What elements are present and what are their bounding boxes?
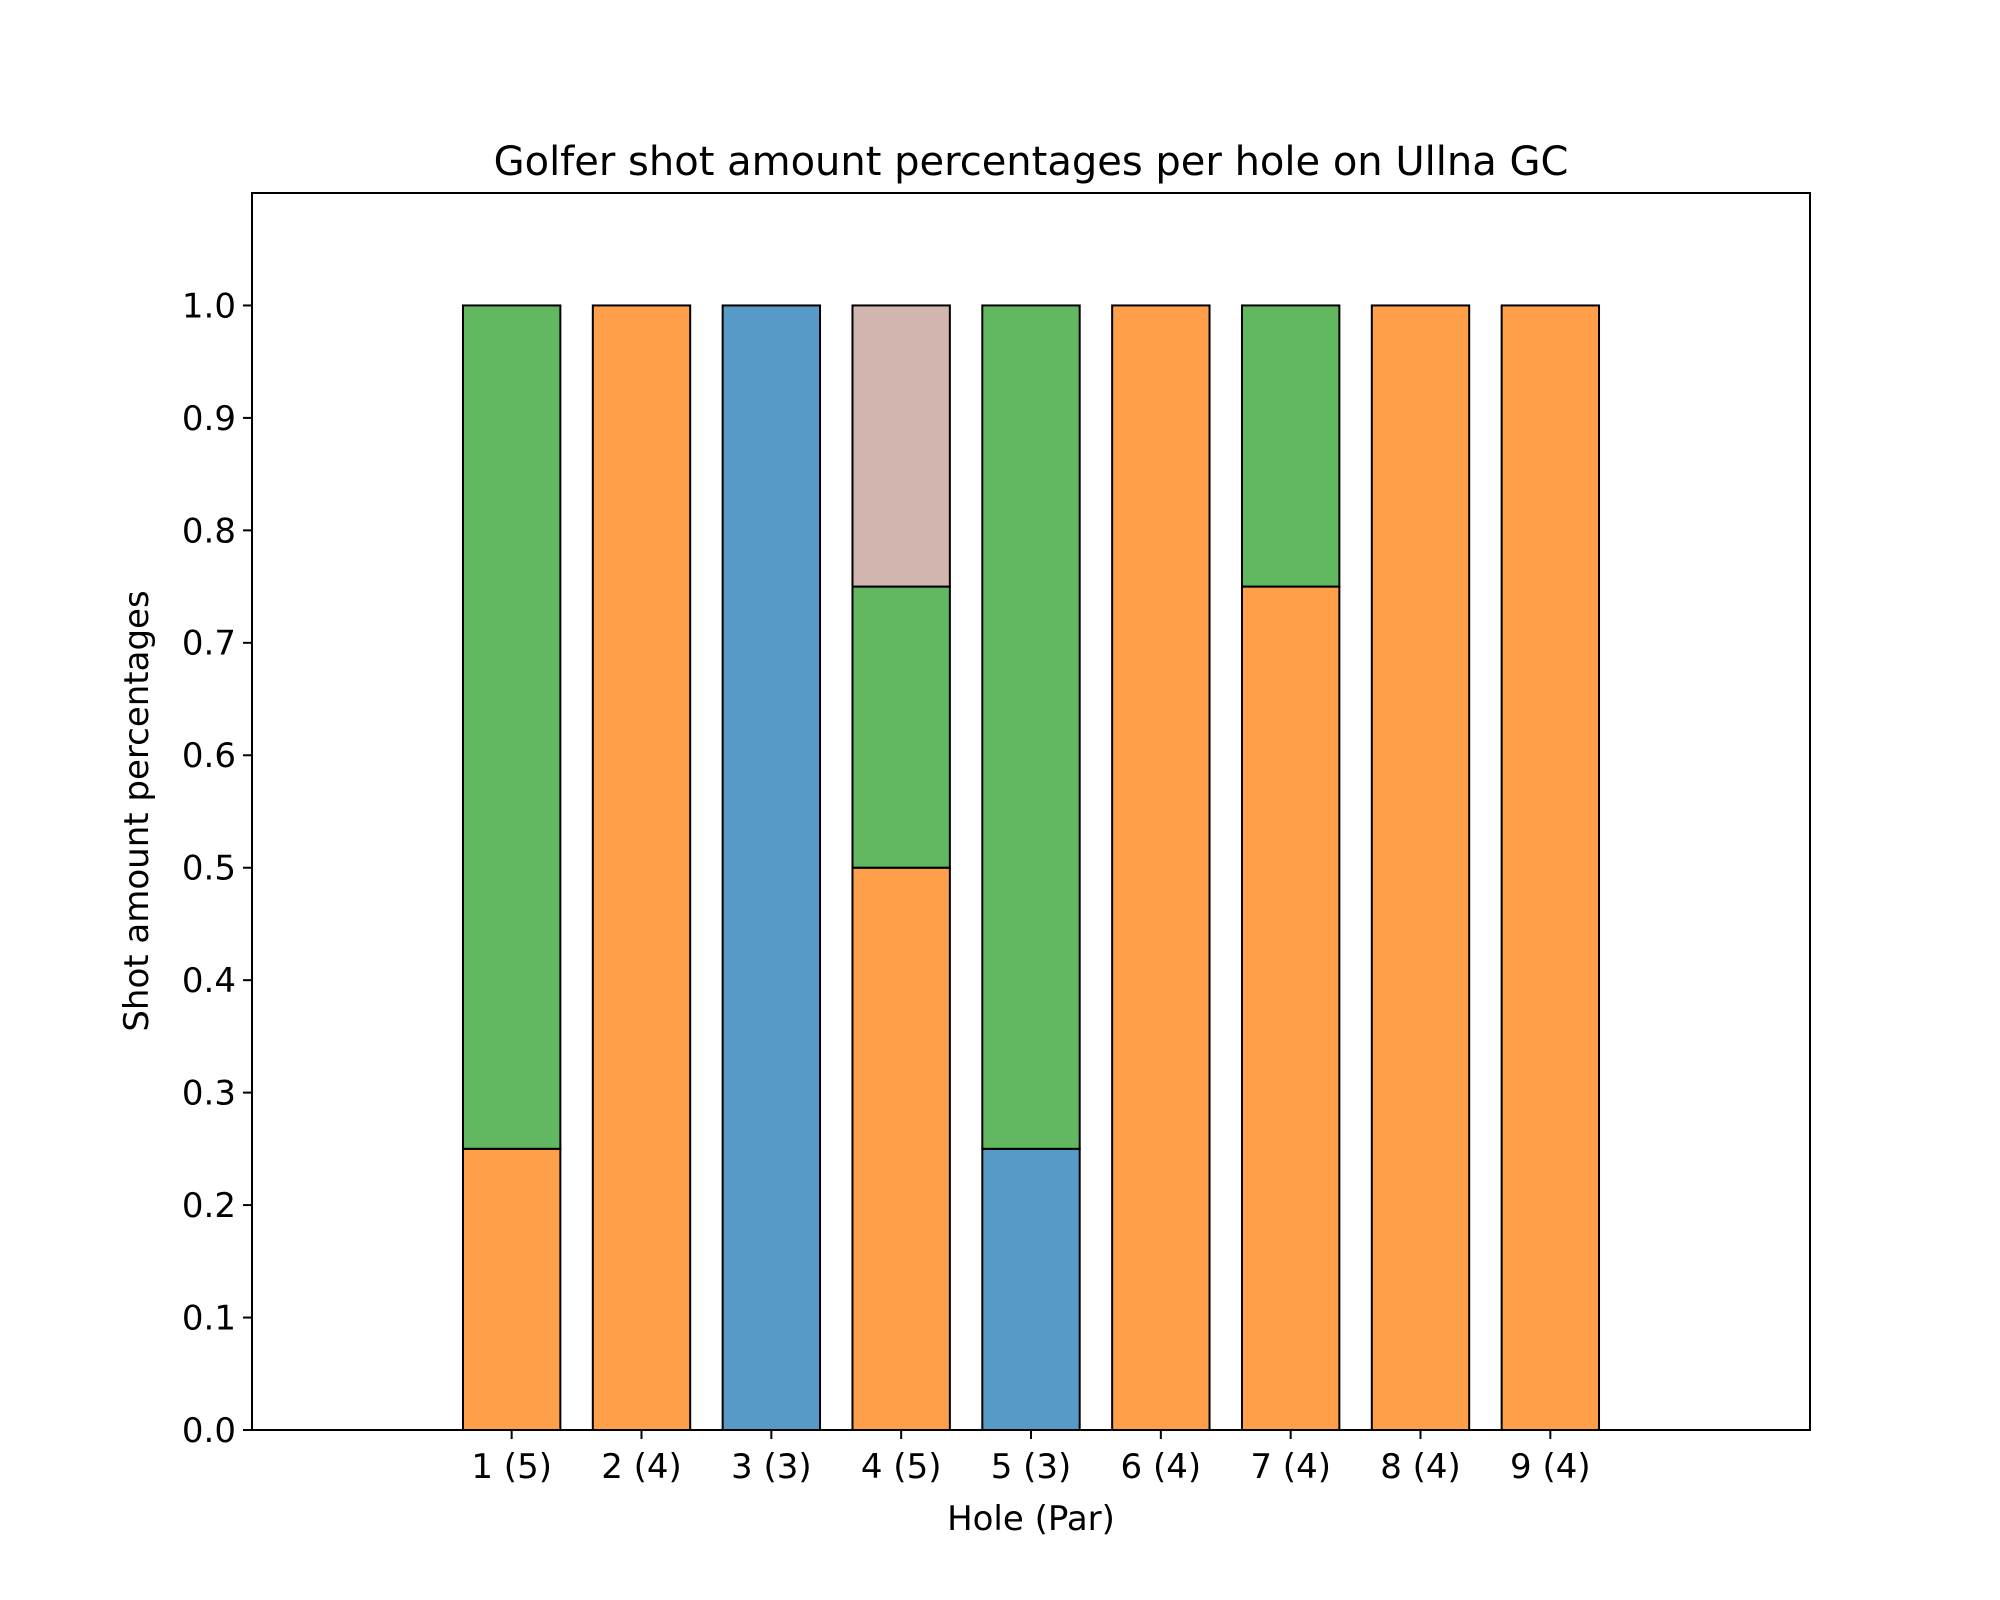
y-tick-label: 0.1 <box>182 1298 236 1338</box>
x-tick-label: 4 (5) <box>861 1447 942 1487</box>
y-tick-label: 0.3 <box>182 1074 236 1114</box>
y-tick-label: 0.0 <box>182 1411 236 1451</box>
x-tick-label: 2 (4) <box>601 1447 682 1487</box>
y-axis-label: Shot amount percentages <box>117 590 157 1031</box>
x-tick-label: 5 (3) <box>991 1447 1072 1487</box>
y-tick-label: 0.7 <box>182 624 236 664</box>
bar-segment <box>461 1147 562 1431</box>
y-tick-label: 0.9 <box>182 399 236 439</box>
bars <box>461 304 1601 1432</box>
bar-segment <box>851 866 951 1431</box>
y-tick-label: 0.2 <box>182 1186 236 1226</box>
bar-segment <box>461 304 562 1150</box>
y-tick-label: 0.8 <box>182 511 236 551</box>
bar-segment <box>1370 304 1471 1432</box>
bar-segment <box>1240 304 1341 588</box>
bar-segment <box>1111 304 1211 1432</box>
bar-segment <box>721 304 822 1432</box>
x-tick-label: 6 (4) <box>1121 1447 1202 1487</box>
y-tick-label: 0.6 <box>182 736 236 776</box>
bar-segment <box>981 304 1081 1150</box>
y-axis: 0.0 0.1 0.2 0.3 0.4 0.5 0.6 0.7 0.8 0.9 1.0 <box>182 286 252 1451</box>
x-tick-label: 1 (5) <box>471 1447 552 1487</box>
x-tick-label: 8 (4) <box>1380 1447 1461 1487</box>
x-tick-label: 3 (3) <box>731 1447 812 1487</box>
y-tick-label: 1.0 <box>182 286 236 326</box>
bar-segment <box>851 585 951 869</box>
bar-segment <box>1500 304 1601 1432</box>
bar-segment <box>591 304 692 1432</box>
bar-segment <box>981 1147 1081 1431</box>
y-tick-label: 0.5 <box>182 849 236 889</box>
bar-segment <box>851 304 951 588</box>
x-axis-label: Hole (Par) <box>947 1499 1115 1539</box>
y-tick-label: 0.4 <box>182 961 236 1001</box>
x-axis: 1 (5) 2 (4) 3 (3) 4 (5) 5 (3) 6 (4) 7 (4) 8 (4)… <box>471 1430 1591 1487</box>
chart-title: Golfer shot amount percentages per hole … <box>494 139 1569 185</box>
bar-segment <box>1240 585 1341 1431</box>
x-tick-label: 9 (4) <box>1510 1447 1591 1487</box>
x-tick-label: 7 (4) <box>1250 1447 1331 1487</box>
